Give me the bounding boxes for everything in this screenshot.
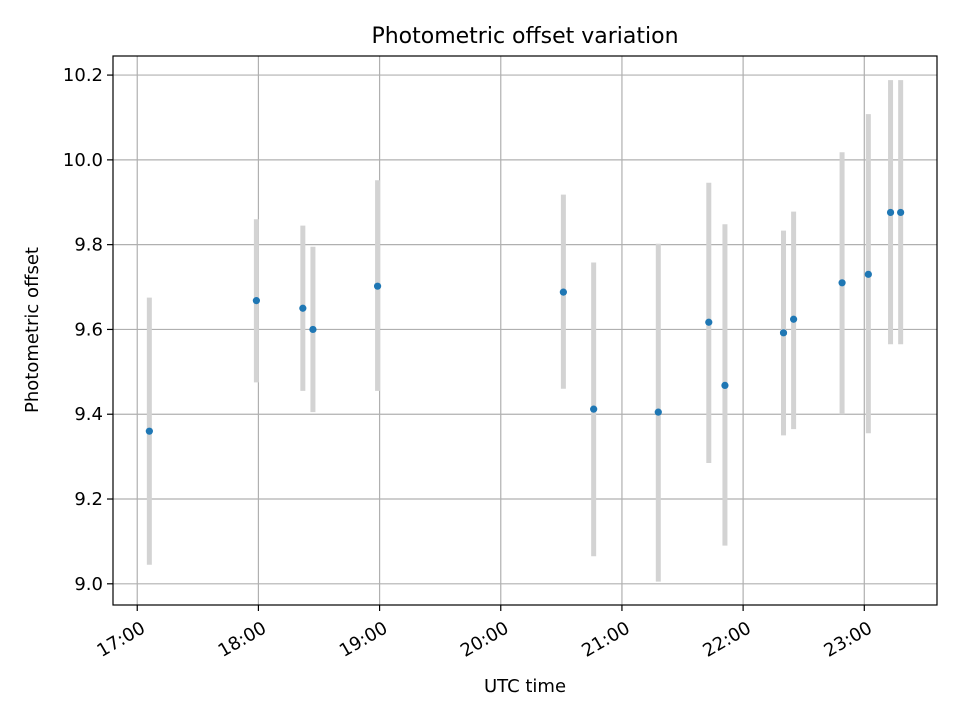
data-point (886, 208, 895, 217)
data-point (654, 408, 662, 416)
grid (113, 56, 937, 605)
data-point (838, 279, 846, 287)
data-point (779, 329, 788, 337)
y-tick-label: 9.6 (74, 319, 103, 340)
y-tick-label: 10.0 (63, 150, 103, 171)
data-point (864, 270, 872, 278)
data-point (373, 282, 382, 290)
y-axis-ticks: 9.0 9.2 9.4 9.6 9.8 10.0 10.2 (63, 65, 113, 595)
data-point (145, 427, 153, 435)
x-axis-label: UTC time (484, 676, 566, 697)
data-point (590, 405, 598, 413)
y-axis-label: Photometric offset (22, 247, 43, 413)
y-tick-label: 9.2 (74, 489, 103, 510)
y-tick-label: 9.0 (74, 574, 103, 595)
data-point (299, 304, 307, 312)
data-point (559, 288, 567, 296)
y-tick-label: 10.2 (63, 65, 103, 86)
y-tick-label: 9.8 (74, 235, 103, 256)
data-points (145, 208, 905, 435)
y-tick-label: 9.4 (74, 404, 103, 425)
data-point (790, 315, 798, 323)
data-point (705, 318, 713, 326)
data-point (721, 381, 729, 389)
chart-title: Photometric offset variation (371, 24, 678, 49)
plot-frame (112, 55, 938, 606)
data-point (252, 297, 260, 305)
data-point (309, 325, 317, 334)
data-point (897, 208, 905, 217)
